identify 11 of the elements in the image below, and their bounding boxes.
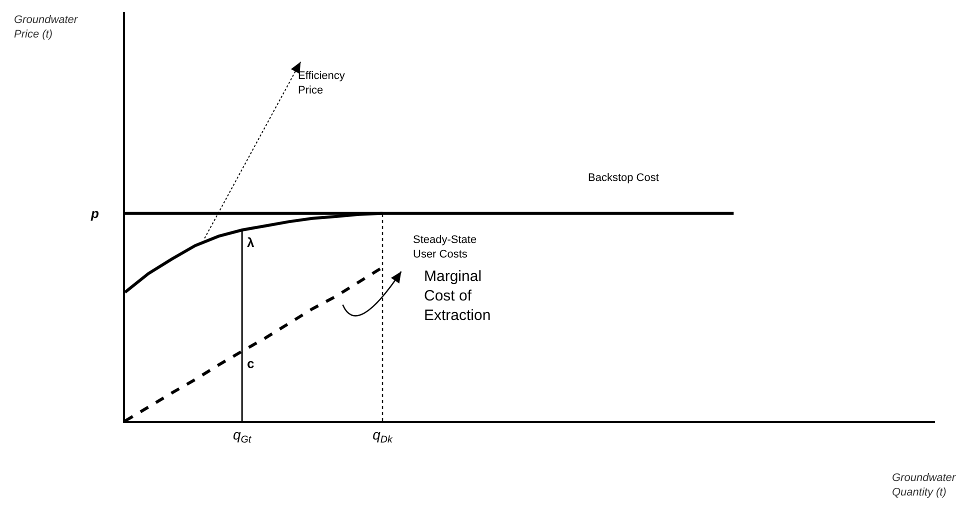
annotation: Steady-State User Costs <box>413 234 477 260</box>
text: p <box>90 206 99 221</box>
x-tick-label: q$_{Gt}$ <box>232 426 252 446</box>
annotation: Marginal Cost of Extraction <box>424 268 491 324</box>
text: Groundwater Quantity (t) <box>892 472 957 498</box>
x-tick-label: q$_{Dk}$ <box>372 426 394 446</box>
annotation: c <box>247 356 254 371</box>
annotation: λ <box>247 235 255 250</box>
text: Groundwater Price (t) <box>14 14 79 40</box>
text: Backstop Cost <box>588 172 659 184</box>
text: Efficiency Price <box>298 70 346 96</box>
